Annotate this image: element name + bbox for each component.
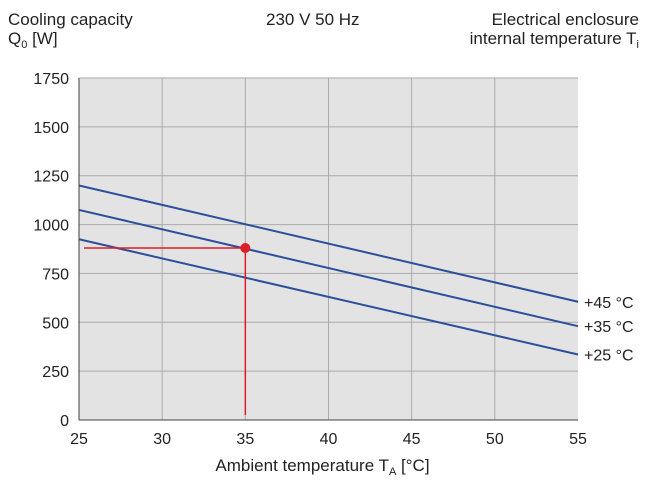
series-label: +25 °C [584,348,634,365]
operating-point-marker [240,243,251,254]
operating-point [84,243,251,415]
x-tick-label: 45 [403,431,421,448]
x-tick-label: 35 [236,431,254,448]
x-tick-label: 55 [569,431,587,448]
series-lines [78,184,579,356]
y-tick-label: 1250 [33,169,69,186]
series-labels: +45 °C +35 °C +25 °C [584,295,634,365]
legend-title-line1: Electrical enclosure [491,10,639,29]
series-label: +45 °C [584,295,634,312]
y-tick-label: 1500 [33,120,69,137]
axes [78,78,578,421]
series-line [78,238,579,356]
y-axis-label: Cooling capacity Q0 [W] [8,10,133,51]
y-axis-label-line1: Cooling capacity [8,10,133,29]
y-tick-label: 500 [42,315,69,332]
legend-title: Electrical enclosure internal temperatur… [469,10,639,51]
legend-title-line2: internal temperature Ti [469,29,639,51]
y-tick-label: 1000 [33,218,69,235]
x-tick-label: 30 [153,431,171,448]
x-tick-label: 25 [70,431,88,448]
x-tick-label: 40 [320,431,338,448]
chart-title: 230 V 50 Hz [266,10,360,29]
y-tick-label: 250 [42,364,69,381]
series-label: +35 °C [584,319,634,336]
series-line [78,208,579,328]
grid [79,77,578,420]
y-axis-label-line2: Q0 [W] [8,29,58,51]
y-tick-label: 750 [42,266,69,283]
x-tick-label: 50 [486,431,504,448]
tick-labels: 0 250 500 750 1000 1250 1500 1750 25 30 35 40 45 50 55 [33,71,587,448]
y-tick-label: 1750 [33,71,69,88]
x-axis-label: Ambient temperature TA [°C] [215,456,430,478]
y-tick-label: 0 [60,413,69,430]
series-line [78,184,579,303]
